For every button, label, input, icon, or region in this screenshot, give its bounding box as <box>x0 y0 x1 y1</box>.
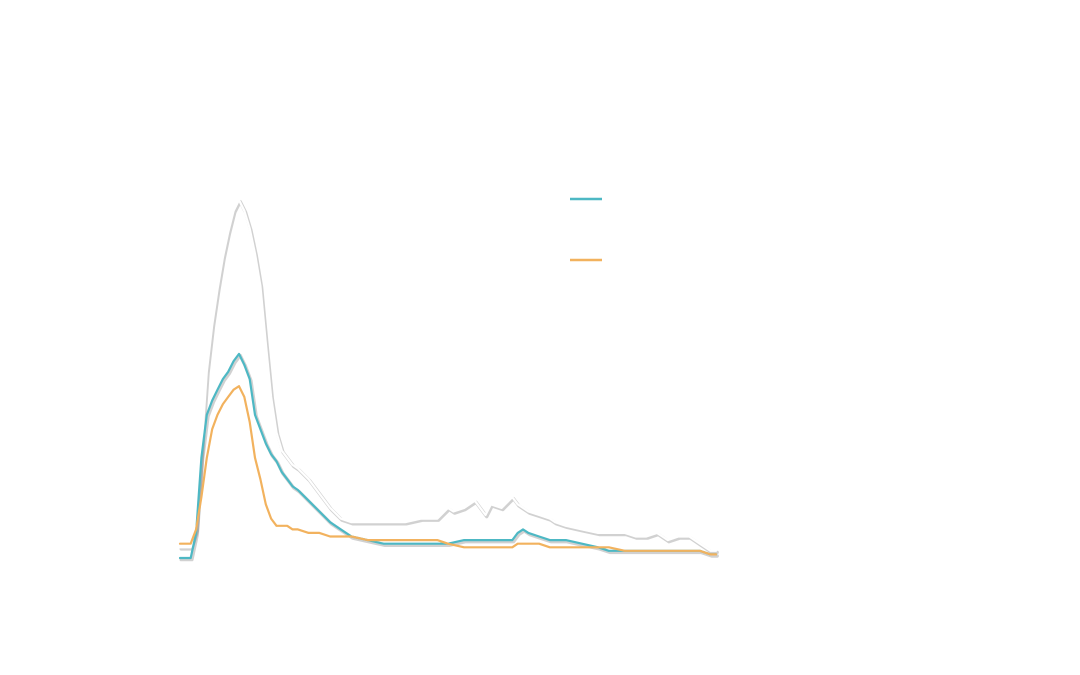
series-3-line <box>178 385 718 556</box>
series-1-shadow <box>179 199 719 555</box>
legend <box>570 197 602 262</box>
series-2-shadow <box>179 353 719 562</box>
series-1-line <box>178 198 718 552</box>
series-layer <box>178 198 719 562</box>
series-2-line <box>178 352 718 560</box>
